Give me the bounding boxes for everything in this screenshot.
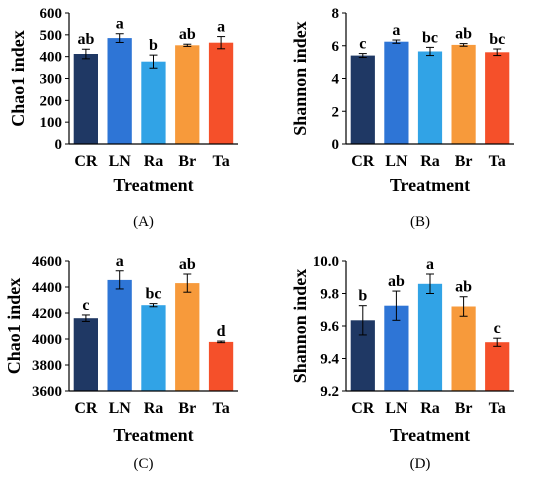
x-axis-title: Treatment [390, 425, 470, 445]
category-label: Ta [489, 400, 506, 417]
bar-ra [141, 305, 166, 391]
y-tick-label: 100 [40, 115, 63, 131]
significance-label: ab [455, 26, 472, 43]
y-tick-label: 400 [40, 50, 63, 66]
significance-label: a [116, 253, 124, 270]
y-tick-label: 4400 [32, 280, 62, 296]
significance-label: ab [179, 26, 196, 43]
y-tick-label: 4200 [32, 306, 62, 322]
significance-label: a [217, 19, 225, 36]
y-tick-label: 3800 [32, 358, 62, 374]
significance-label: a [116, 16, 124, 33]
bar-br [451, 306, 476, 391]
y-axis-title: Chao1 index [4, 278, 24, 375]
bar-ra [417, 283, 443, 391]
y-tick-label: 2 [332, 104, 340, 120]
bar-br [175, 283, 200, 391]
significance-label: c [82, 297, 89, 314]
category-label: Ta [212, 153, 229, 170]
y-tick-label: 4 [332, 72, 340, 88]
y-tick-label: 3600 [32, 384, 62, 400]
y-tick-label: 8 [332, 6, 340, 22]
chart-panel-1: ab CR a LN b Ra ab Br a Ta 0 100 200 300 400 500 600 Chao… [8, 6, 238, 230]
bar-cr [73, 318, 98, 391]
significance-label: ab [77, 31, 94, 48]
bar-ra [417, 51, 443, 144]
bar-br [175, 45, 200, 144]
bar-ta [485, 342, 510, 391]
panel-label: (C) [134, 456, 154, 472]
category-label: Ra [144, 153, 164, 170]
bar-cr [73, 54, 98, 144]
category-label: Br [455, 153, 473, 170]
significance-label: c [494, 320, 501, 337]
significance-label: b [358, 288, 367, 305]
bar-ln [107, 279, 132, 391]
chart-panel-4: b CR ab LN a Ra ab Br c Ta 9.2 9.4 9.6 9.8 10.0Shannon… [290, 254, 514, 472]
category-label: LN [109, 153, 132, 170]
bar-ta [208, 341, 234, 391]
category-label: Ra [420, 400, 440, 417]
significance-label: bc [146, 286, 162, 303]
category-label: CR [74, 153, 98, 170]
bar-ta [485, 52, 510, 144]
panel-label: (A) [133, 214, 154, 230]
y-tick-label: 0 [55, 137, 63, 153]
bar-ln [384, 41, 409, 145]
category-label: Ta [212, 400, 229, 417]
y-tick-label: 9.6 [320, 319, 339, 335]
significance-label: ab [388, 273, 405, 290]
chart-panel-2: c CR a LN bc Ra ab Br bc Ta 0 2 4 6 8 Shannon index Trea… [290, 6, 514, 230]
significance-label: c [359, 36, 366, 53]
category-label: Ta [489, 153, 506, 170]
category-label: LN [109, 400, 132, 417]
y-tick-label: 300 [40, 72, 63, 88]
category-label: Ra [144, 400, 164, 417]
significance-label: a [392, 22, 400, 39]
significance-label: ab [179, 256, 196, 273]
category-label: Br [178, 400, 196, 417]
category-label: CR [351, 153, 375, 170]
category-label: CR [351, 400, 375, 417]
y-tick-label: 0 [332, 137, 340, 153]
y-axis-title: Shannon index [290, 269, 310, 384]
bar-ta [208, 42, 234, 145]
category-label: Ra [420, 153, 440, 170]
y-axis-title: Chao1 index [8, 30, 28, 127]
chart-panel-3: c CR a LN bc Ra ab Br d Ta 3600 3800 4000 4200 4400 460… [4, 253, 238, 472]
category-label: LN [385, 400, 408, 417]
significance-label: b [149, 37, 158, 54]
significance-label: bc [489, 31, 505, 48]
significance-label: a [426, 256, 434, 273]
y-tick-label: 6 [332, 39, 340, 55]
significance-label: ab [455, 279, 472, 296]
y-tick-label: 4600 [32, 254, 62, 270]
y-axis-title: Shannon index [290, 21, 310, 136]
bar-ra [141, 61, 166, 145]
y-tick-label: 9.8 [320, 287, 339, 303]
y-tick-label: 4000 [32, 332, 62, 348]
y-tick-label: 9.2 [320, 384, 339, 400]
category-label: Br [178, 153, 196, 170]
bar-ln [107, 38, 132, 144]
x-axis-title: Treatment [390, 175, 470, 195]
y-tick-label: 500 [40, 28, 63, 44]
bar-br [451, 44, 476, 144]
significance-label: bc [422, 29, 438, 46]
y-tick-label: 10.0 [313, 254, 339, 270]
bar-cr [350, 55, 375, 144]
y-tick-label: 600 [40, 6, 63, 22]
category-label: Br [455, 400, 473, 417]
category-label: LN [385, 153, 408, 170]
significance-label: d [217, 323, 226, 340]
y-tick-label: 200 [40, 93, 63, 109]
y-tick-label: 9.4 [320, 352, 339, 368]
category-label: CR [74, 400, 98, 417]
x-axis-title: Treatment [113, 425, 193, 445]
x-axis-title: Treatment [113, 175, 193, 195]
panel-label: (D) [410, 456, 431, 472]
panel-label: (B) [410, 214, 430, 230]
